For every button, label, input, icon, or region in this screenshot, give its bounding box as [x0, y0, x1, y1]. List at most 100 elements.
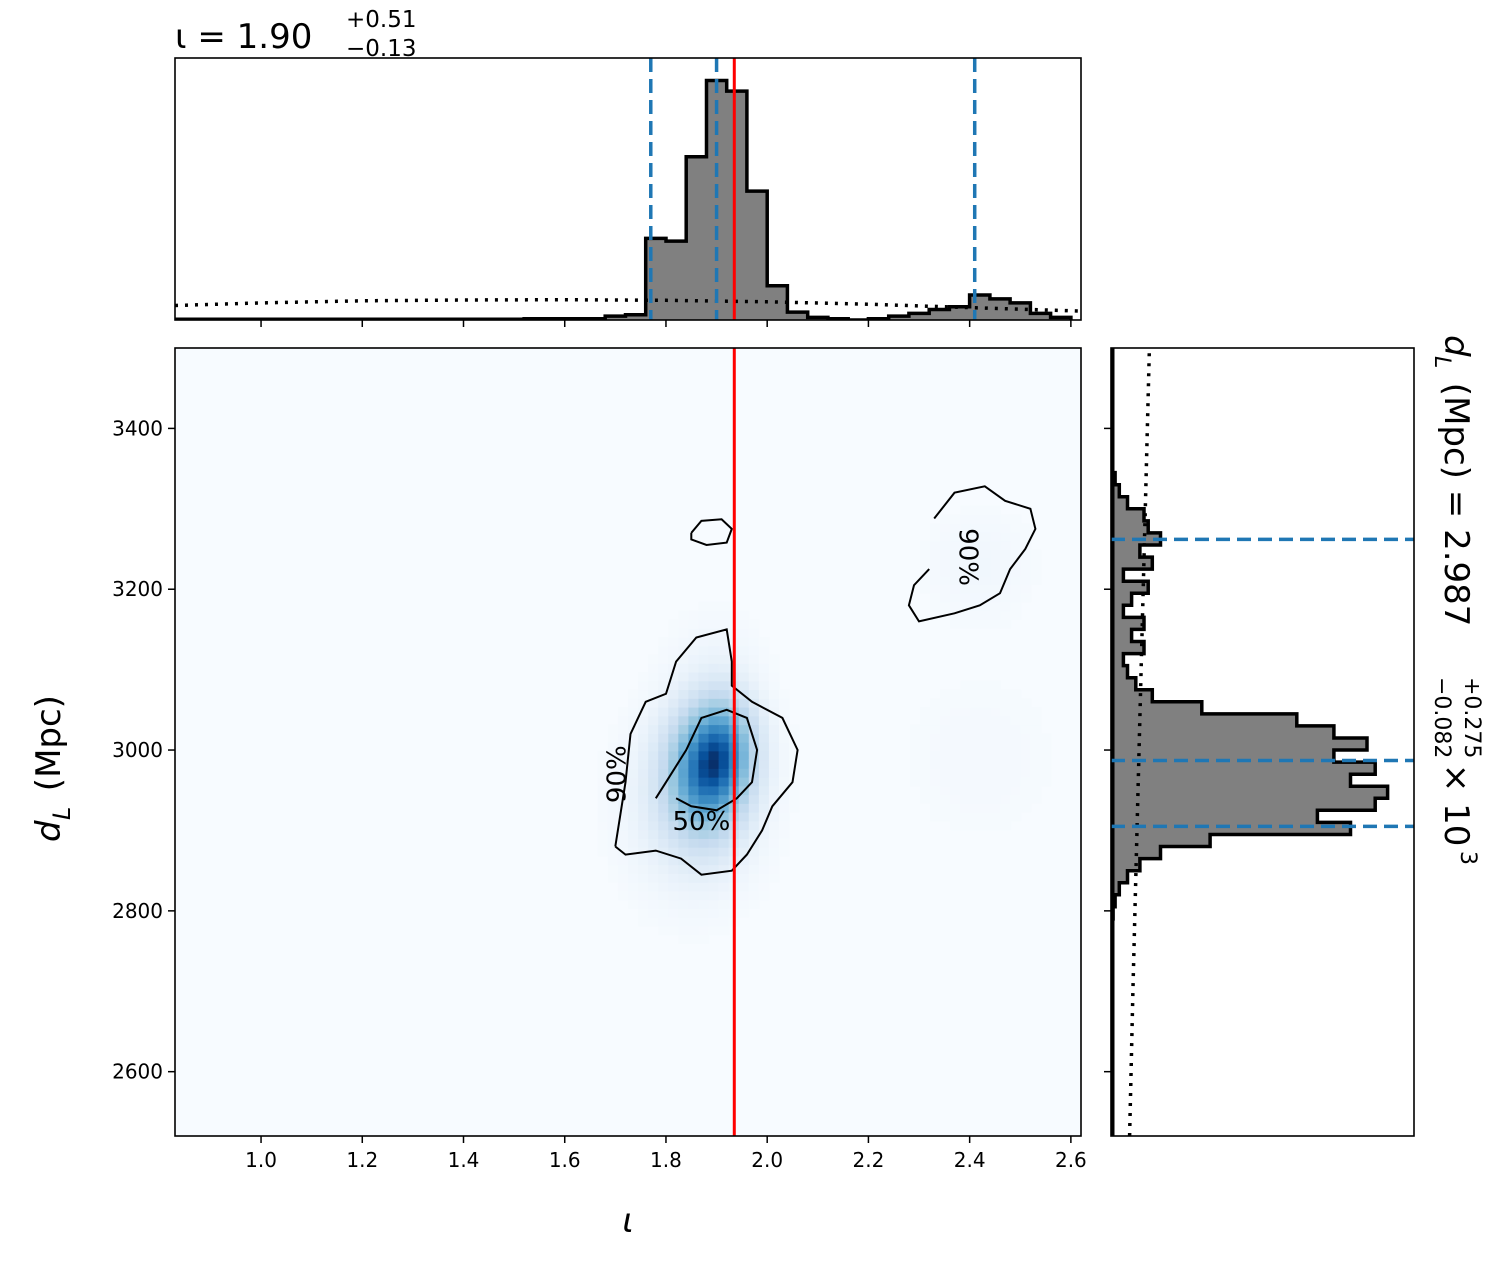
density-cell [668, 820, 679, 831]
density-cell [930, 549, 941, 559]
density-cell [950, 523, 961, 533]
density-cell [970, 742, 981, 752]
density-cell [708, 768, 720, 778]
density-cell [950, 777, 961, 787]
density-cell [688, 873, 700, 883]
density-cell [940, 706, 951, 717]
density-cell [980, 619, 991, 629]
density-cell [698, 689, 710, 699]
density-cell [638, 890, 649, 901]
density-cell [607, 855, 619, 866]
density-cell [668, 882, 679, 892]
density-cell [738, 829, 750, 839]
density-cell [607, 768, 619, 778]
density-cell [779, 733, 790, 743]
density-cell [658, 917, 669, 927]
density-cell [658, 812, 669, 822]
density-cell [960, 706, 971, 717]
density-cell [698, 680, 710, 691]
density-cell [930, 759, 941, 769]
density-cell [950, 750, 961, 761]
density-cell [708, 864, 720, 874]
density-cell [930, 540, 941, 550]
dl-title-exponent: 3 [1455, 851, 1480, 865]
density-cell [930, 742, 941, 752]
density-cell [668, 698, 679, 708]
density-cell [678, 671, 689, 682]
density-cell [698, 645, 710, 656]
density-cell [668, 855, 679, 866]
density-cell [698, 829, 710, 839]
density-cell [658, 785, 669, 796]
density-cell [678, 899, 689, 909]
density-cell [718, 838, 730, 848]
density-cell [718, 925, 730, 936]
density-cell [950, 724, 961, 734]
density-cell [789, 785, 800, 796]
density-cell [628, 847, 639, 857]
density-cell [597, 838, 609, 848]
density-cell [919, 706, 931, 717]
density-cell [688, 917, 700, 927]
density-cell [708, 698, 720, 708]
density-cell [678, 724, 689, 734]
density-cell [940, 759, 951, 769]
density-cell [607, 847, 619, 857]
density-cell [758, 794, 770, 804]
density-cell [708, 917, 720, 927]
density-cell [950, 759, 961, 769]
density-cell [648, 733, 659, 743]
density-cell [940, 523, 951, 533]
density-cell [638, 794, 649, 804]
density-cell [970, 689, 981, 699]
dl-lower-error: −0.082 [1429, 677, 1454, 758]
density-cell [970, 531, 981, 542]
density-cell [1030, 549, 1042, 559]
density-cell [607, 803, 619, 813]
density-cell [1040, 742, 1052, 752]
density-cell [748, 812, 760, 822]
density-cell [970, 505, 981, 515]
density-cell [678, 882, 689, 892]
density-cell [758, 768, 770, 778]
density-cell [668, 812, 679, 822]
density-cell [909, 742, 921, 752]
density-cell [768, 820, 780, 831]
density-cell [688, 689, 700, 699]
density-cell [1020, 759, 1032, 769]
density-cell [1030, 750, 1042, 761]
density-cell [1000, 742, 1012, 752]
density-cell [1000, 531, 1012, 542]
density-cell [668, 706, 679, 717]
density-cell [980, 523, 991, 533]
density-cell [688, 768, 700, 778]
density-cell [748, 671, 760, 682]
density-cell [668, 689, 679, 699]
x-tick-label: 1.2 [346, 1148, 378, 1172]
iota-hist-fill [524, 80, 1071, 320]
density-cell [1000, 820, 1012, 831]
density-cell [950, 698, 961, 708]
density-cell [617, 829, 629, 839]
density-cell [940, 715, 951, 726]
density-cell [1010, 593, 1022, 603]
density-cell [970, 715, 981, 726]
density-cell [789, 724, 800, 734]
density-cell [668, 636, 679, 647]
density-cell [980, 768, 991, 778]
density-cell [990, 742, 1002, 752]
density-cell [688, 742, 700, 752]
density-cell [738, 724, 750, 734]
density-cell [779, 689, 790, 699]
density-cell [658, 742, 669, 752]
density-cell [658, 698, 669, 708]
density-cell [708, 908, 720, 918]
density-cell [638, 689, 649, 699]
density-cell [648, 908, 659, 918]
density-cell [1000, 619, 1012, 629]
contour-90pct-2 [690, 518, 733, 547]
density-cell [658, 890, 669, 901]
density-cell [617, 820, 629, 831]
density-cell [698, 838, 710, 848]
density-cell [960, 724, 971, 734]
